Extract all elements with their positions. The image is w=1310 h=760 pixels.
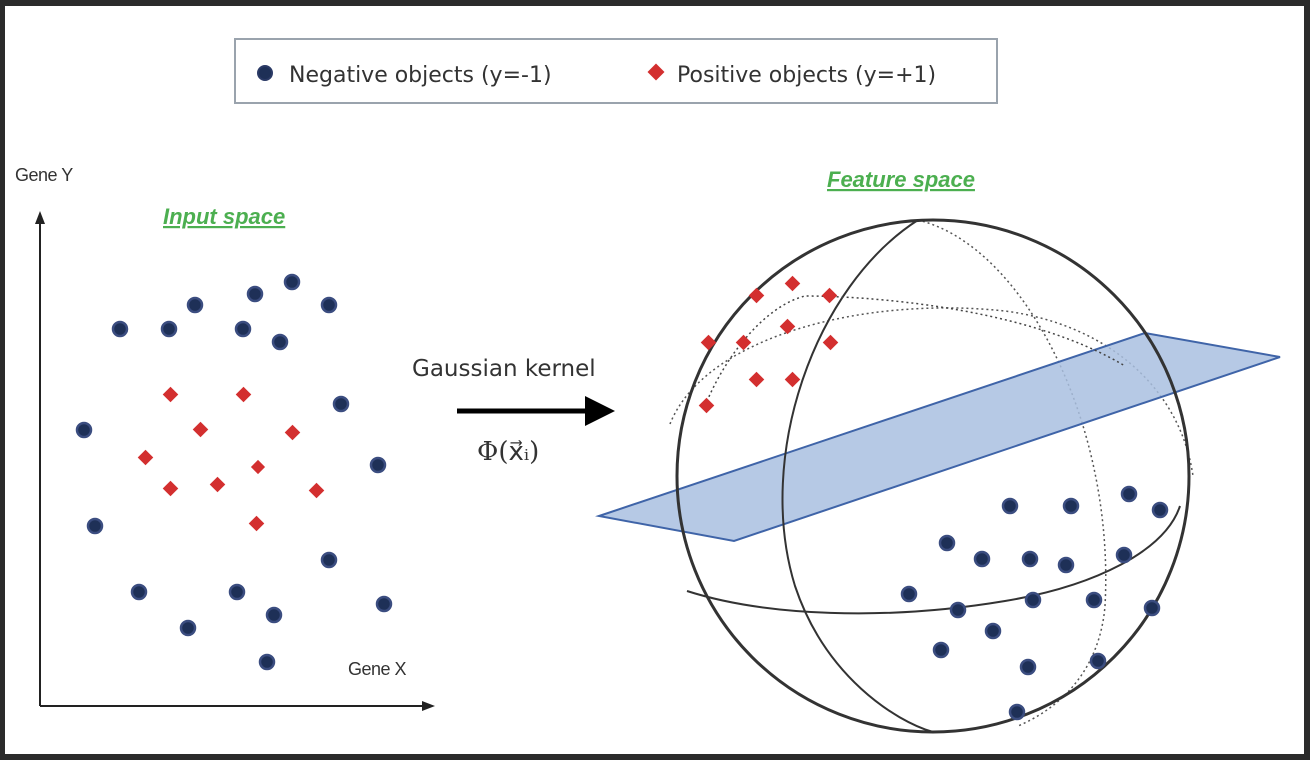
kernel-label: Gaussian kernel xyxy=(412,356,596,382)
negative-point xyxy=(1062,497,1080,515)
diagram-svg: Negative objects (y=-1) Positive objects… xyxy=(15,38,1281,734)
sphere-front-equator xyxy=(686,505,1181,615)
negative-point xyxy=(369,456,387,474)
legend-positive-label: Positive objects (y=+1) xyxy=(677,63,936,88)
positive-point xyxy=(308,482,325,499)
negative-point xyxy=(1057,556,1075,574)
positive-point xyxy=(192,421,209,438)
negative-point xyxy=(130,583,148,601)
negative-point xyxy=(271,333,289,351)
negative-point xyxy=(86,517,104,535)
negative-point xyxy=(1024,591,1042,609)
negative-point xyxy=(1021,550,1039,568)
negative-point xyxy=(1001,497,1019,515)
y-axis-arrowhead-icon xyxy=(35,211,45,224)
positive-point xyxy=(248,515,265,532)
negative-point xyxy=(320,551,338,569)
positive-point xyxy=(162,386,179,403)
positive-point xyxy=(250,459,266,475)
negative-point xyxy=(332,395,350,413)
negative-point xyxy=(320,296,338,314)
negative-point xyxy=(111,320,129,338)
positive-point xyxy=(784,371,801,388)
negative-point xyxy=(1085,591,1103,609)
positive-point xyxy=(137,449,154,466)
positive-point xyxy=(748,371,765,388)
negative-point xyxy=(932,641,950,659)
negative-point xyxy=(1120,485,1138,503)
negative-point xyxy=(283,273,301,291)
positive-point xyxy=(822,334,839,351)
positive-point xyxy=(748,287,765,304)
mapping-arrow-icon xyxy=(585,396,615,426)
positive-marker-icon xyxy=(647,63,665,81)
negative-point xyxy=(75,421,93,439)
feature-space-negative-points xyxy=(900,485,1169,721)
input-space-negative-points xyxy=(75,273,393,671)
negative-point xyxy=(984,622,1002,640)
x-axis-label: Gene X xyxy=(348,659,407,679)
negative-point xyxy=(973,550,991,568)
negative-point xyxy=(234,320,252,338)
x-axis-arrowhead-icon xyxy=(422,701,435,711)
input-space-positive-points xyxy=(137,386,325,532)
negative-point xyxy=(179,619,197,637)
positive-point xyxy=(784,275,801,292)
negative-point xyxy=(258,653,276,671)
negative-point xyxy=(1151,501,1169,519)
negative-point xyxy=(1115,546,1133,564)
separating-hyperplane xyxy=(595,331,1281,543)
positive-point xyxy=(162,480,179,497)
positive-point xyxy=(779,318,796,335)
negative-point xyxy=(375,595,393,613)
negative-point xyxy=(186,296,204,314)
kernel-mapping: Gaussian kernel Φ(x⃗ᵢ) xyxy=(412,356,615,467)
negative-point xyxy=(1143,599,1161,617)
negative-point xyxy=(228,583,246,601)
negative-point xyxy=(949,601,967,619)
diagram-canvas: Negative objects (y=-1) Positive objects… xyxy=(5,6,1304,754)
negative-point xyxy=(160,320,178,338)
positive-point xyxy=(235,386,252,403)
positive-point xyxy=(821,287,838,304)
negative-point xyxy=(938,534,956,552)
negative-marker-icon xyxy=(257,65,273,81)
feature-space-title: Feature space xyxy=(827,167,975,192)
legend: Negative objects (y=-1) Positive objects… xyxy=(234,38,998,104)
legend-box xyxy=(234,38,998,104)
y-axis-label: Gene Y xyxy=(15,165,73,185)
input-space-axes: Gene Y Gene X Input space xyxy=(15,165,435,711)
negative-point xyxy=(265,606,283,624)
negative-point xyxy=(1008,703,1026,721)
positive-point xyxy=(698,397,715,414)
input-space-title: Input space xyxy=(163,204,285,229)
negative-point xyxy=(900,585,918,603)
negative-point xyxy=(1089,652,1107,670)
sphere-front-meridian xyxy=(781,219,934,733)
negative-point xyxy=(246,285,264,303)
positive-point xyxy=(209,476,226,493)
phi-function-label: Φ(x⃗ᵢ) xyxy=(477,437,539,467)
positive-point xyxy=(284,424,301,441)
positive-point xyxy=(700,334,717,351)
legend-negative-label: Negative objects (y=-1) xyxy=(289,63,552,88)
negative-point xyxy=(1019,658,1037,676)
